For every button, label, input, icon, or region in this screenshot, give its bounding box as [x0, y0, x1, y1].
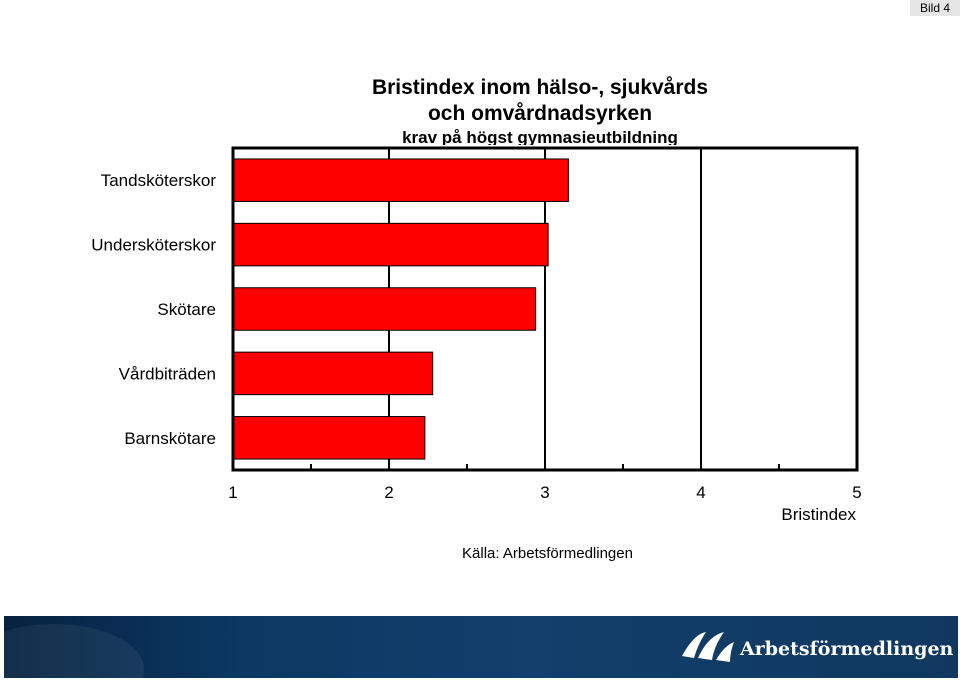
- chart-subtitle: krav på högst gymnasieutbildning: [402, 128, 678, 145]
- bar: [232, 351, 434, 396]
- x-tick-label: 1: [228, 483, 237, 502]
- bars: [232, 158, 569, 460]
- bar: [232, 222, 549, 267]
- x-tick-label: 5: [852, 483, 861, 502]
- bar: [232, 416, 426, 460]
- category-label: Barnskötare: [124, 429, 216, 448]
- footer-banner: Arbetsförmedlingen: [4, 616, 958, 678]
- axis-ticks: [232, 464, 858, 470]
- slide-number-label: Bild 4: [910, 0, 960, 16]
- bar: [232, 287, 537, 331]
- x-axis-title: Bristindex: [781, 505, 856, 524]
- bar-chart: Tandsköterskor Undersköterskor Skötare Vård…: [91, 146, 862, 524]
- footer-decoration: [4, 624, 144, 678]
- arbetsformedlingen-logo-icon: [682, 632, 734, 662]
- x-tick-label: 3: [540, 483, 549, 502]
- category-label: Vårdbiträden: [119, 364, 216, 383]
- category-label: Skötare: [157, 300, 216, 319]
- category-labels: Tandsköterskor Undersköterskor Skötare Vård…: [91, 171, 216, 448]
- x-tick-label: 4: [696, 483, 705, 502]
- category-label: Tandsköterskor: [101, 171, 217, 190]
- bar: [232, 158, 569, 202]
- x-tick-label: 2: [384, 483, 393, 502]
- footer-logo-text: Arbetsförmedlingen: [740, 638, 954, 660]
- source-note: Källa: Arbetsförmedlingen: [462, 545, 633, 562]
- category-label: Undersköterskor: [91, 236, 216, 255]
- x-tick-labels: 1 2 3 4 5: [228, 483, 861, 502]
- chart-title-line-1: Bristindex inom hälso-, sjukvårds: [371, 76, 709, 99]
- chart-title-line-2: och omvårdnadsyrken: [427, 102, 653, 125]
